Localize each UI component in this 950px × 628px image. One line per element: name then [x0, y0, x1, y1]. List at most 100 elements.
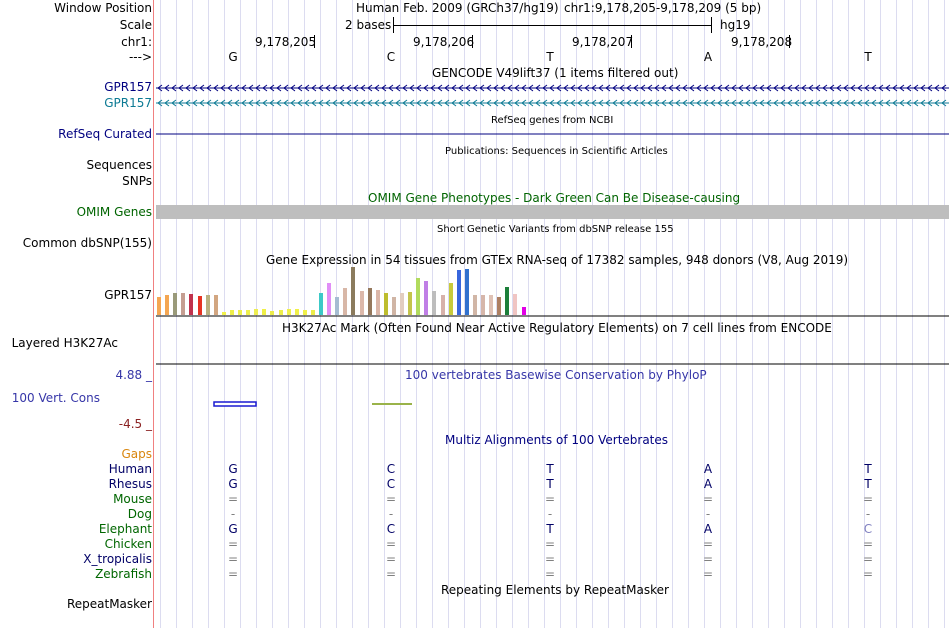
snps-label[interactable]: SNPs: [122, 174, 152, 188]
coord-tick: [472, 35, 473, 48]
gtex-tissue-bar[interactable]: [416, 278, 421, 315]
gtex-tissue-bar[interactable]: [254, 309, 259, 315]
chevron-left-icon: [654, 84, 660, 92]
gtex-tissue-bar[interactable]: [513, 294, 518, 315]
chevron-left-icon: [717, 84, 723, 92]
gtex-tissue-bar[interactable]: [157, 297, 161, 315]
gtex-tissue-bar[interactable]: [464, 269, 469, 315]
h3k27ac-track-label[interactable]: Layered H3K27Ac: [11, 336, 118, 350]
gtex-tissue-bar[interactable]: [189, 294, 194, 315]
gtex-tissue-bar[interactable]: [197, 296, 202, 315]
chevron-left-icon: [815, 84, 821, 92]
chevron-left-icon: [360, 99, 366, 107]
guide-line: [592, 0, 593, 628]
chevron-left-icon: [479, 84, 485, 92]
gtex-tissue-bar[interactable]: [472, 295, 477, 315]
species-label[interactable]: Rhesus: [108, 477, 152, 491]
gtex-tissue-bar[interactable]: [400, 293, 404, 315]
gtex-tissue-bar[interactable]: [359, 291, 364, 315]
omim-track-title: OMIM Gene Phenotypes - Dark Green Can Be…: [368, 191, 741, 205]
dbsnp-track-label[interactable]: Common dbSNP(155): [22, 236, 152, 250]
chevron-left-icon: [185, 99, 191, 107]
phylop-track-label[interactable]: 100 Vert. Cons: [11, 391, 100, 405]
gtex-tissue-bar[interactable]: [432, 291, 437, 315]
gtex-tissue-bar[interactable]: [440, 295, 445, 315]
gtex-tissue-bar[interactable]: [294, 309, 299, 315]
gtex-tissue-bar[interactable]: [343, 288, 348, 315]
gtex-tissue-bar[interactable]: [310, 310, 315, 315]
gencode-track-title: GENCODE V49lift37 (1 items filtered out): [432, 66, 679, 80]
refseq-track-label[interactable]: RefSeq Curated: [58, 127, 152, 141]
gtex-tissue-bar[interactable]: [229, 310, 234, 315]
gtex-tissue-bar[interactable]: [335, 297, 340, 315]
gtex-tissue-bar[interactable]: [262, 309, 267, 315]
chevron-left-icon: [654, 99, 660, 107]
chevron-left-icon: [878, 84, 884, 92]
gtex-tissue-bar[interactable]: [497, 297, 502, 315]
omim-track-label[interactable]: OMIM Genes: [76, 205, 152, 219]
chevron-left-icon: [451, 84, 457, 92]
gtex-tissue-bar[interactable]: [246, 310, 251, 315]
gtex-tissue-bar[interactable]: [165, 295, 170, 315]
gtex-tissue-bar[interactable]: [221, 312, 226, 315]
gtex-tissue-bar[interactable]: [521, 307, 526, 315]
gtex-tissue-bar[interactable]: [173, 293, 178, 315]
chevron-left-icon: [206, 84, 212, 92]
repeatmasker-track-label[interactable]: RepeatMasker: [66, 597, 152, 611]
gtex-tissue-bar[interactable]: [351, 267, 356, 315]
gtex-tissue-bar[interactable]: [448, 283, 453, 315]
gaps-label[interactable]: Gaps: [121, 447, 152, 461]
gtex-tissue-bar[interactable]: [286, 309, 291, 315]
gencode-track-label[interactable]: GPR157: [104, 80, 152, 94]
gtex-tissue-bar[interactable]: [383, 293, 388, 315]
species-label[interactable]: Human: [108, 462, 152, 476]
gtex-tissue-bar[interactable]: [456, 270, 461, 315]
chevron-left-icon: [563, 84, 569, 92]
sequences-label[interactable]: Sequences: [86, 158, 152, 172]
species-label[interactable]: Elephant: [98, 522, 152, 536]
chevron-left-icon: [836, 99, 842, 107]
chevron-left-icon: [458, 99, 464, 107]
gtex-tissue-bar[interactable]: [505, 287, 510, 315]
gtex-tissue-bar[interactable]: [238, 310, 242, 315]
species-label[interactable]: Mouse: [113, 492, 152, 506]
gtex-tissue-bar[interactable]: [302, 310, 307, 315]
gtex-tissue-bar[interactable]: [481, 295, 485, 315]
gtex-tissue-bar[interactable]: [278, 310, 283, 315]
alignment-base: =: [385, 552, 397, 566]
gtex-tissue-bar[interactable]: [391, 297, 396, 315]
species-label[interactable]: Dog: [127, 507, 152, 521]
gtex-tissue-bar[interactable]: [375, 290, 380, 315]
gtex-tissue-bar[interactable]: [327, 283, 332, 315]
gtex-tissue-bar[interactable]: [489, 295, 494, 315]
gtex-tissue-bar[interactable]: [181, 293, 186, 315]
alignment-base: =: [227, 537, 239, 551]
chevron-left-icon: [171, 84, 177, 92]
gtex-tissue-bar[interactable]: [367, 288, 372, 315]
guide-line: [544, 0, 545, 628]
alignment-base: -: [388, 507, 394, 521]
chevron-left-icon: [241, 84, 247, 92]
alignment-base: G: [228, 522, 238, 536]
chevron-left-icon: [304, 99, 310, 107]
gtex-track-label[interactable]: GPR157: [104, 288, 152, 302]
species-label[interactable]: Chicken: [104, 537, 152, 551]
alignment-base: =: [227, 492, 239, 506]
gtex-tissue-bar[interactable]: [213, 295, 218, 315]
ref-base: T: [546, 50, 554, 64]
gtex-tissue-bar[interactable]: [205, 295, 210, 315]
chevron-left-icon: [360, 84, 366, 92]
chevron-left-icon: [906, 84, 912, 92]
chevron-left-icon: [402, 99, 408, 107]
gtex-tissue-bar[interactable]: [270, 311, 275, 315]
omim-gene-block[interactable]: [156, 205, 949, 219]
chevron-left-icon: [570, 99, 576, 107]
gtex-tissue-bar[interactable]: [424, 281, 429, 315]
chevron-left-icon: [731, 84, 737, 92]
species-label[interactable]: X_tropicalis: [83, 552, 152, 566]
gencode-track-label-2[interactable]: GPR157: [104, 96, 152, 110]
chevron-left-icon: [381, 99, 387, 107]
species-label[interactable]: Zebrafish: [95, 567, 152, 581]
gtex-tissue-bar[interactable]: [408, 292, 413, 315]
gtex-tissue-bar[interactable]: [319, 293, 323, 315]
